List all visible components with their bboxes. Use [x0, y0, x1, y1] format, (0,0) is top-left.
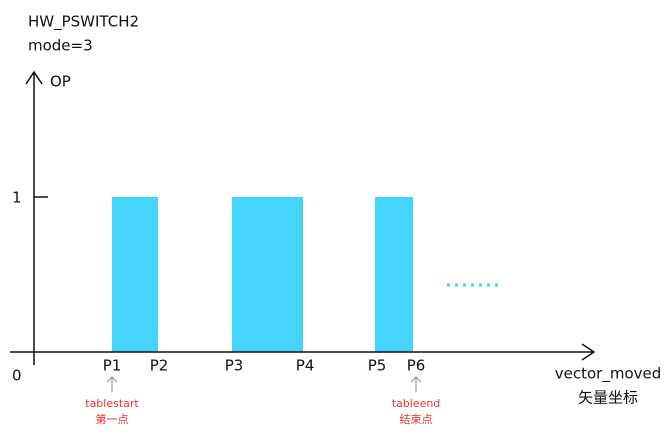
- arrow-head: [106, 376, 118, 383]
- subtitle: mode=3: [28, 37, 93, 55]
- x-label-cn: 矢量坐标: [578, 389, 638, 407]
- pulse: [112, 197, 158, 352]
- point-label: P4: [296, 357, 315, 375]
- x-arrow: [581, 343, 596, 361]
- arrow-head: [410, 376, 422, 383]
- annotation-note: 第一点: [96, 412, 129, 426]
- point-labels: P1 P2 P3 P4 P5 P6: [103, 357, 426, 375]
- point-label: P6: [407, 357, 426, 375]
- title: HW_PSWITCH2: [28, 13, 139, 32]
- annotation-arrows: [106, 376, 422, 392]
- pulse: [232, 197, 303, 352]
- y-arrow: [25, 70, 43, 85]
- annotation-note: 结束点: [400, 413, 433, 426]
- point-label: P1: [103, 357, 122, 375]
- pulse: [375, 197, 413, 352]
- y-label: OP: [50, 73, 71, 91]
- x-label: vector_moved: [555, 365, 662, 384]
- point-label: P2: [150, 357, 169, 375]
- y-high: 1: [12, 189, 22, 207]
- pulses: [112, 197, 413, 352]
- annotation-label: tablestart: [85, 397, 139, 410]
- origin: 0: [12, 367, 22, 385]
- point-label: P3: [225, 357, 244, 375]
- axes: [10, 70, 596, 365]
- annotation-label: tableend: [392, 397, 441, 410]
- point-label: P5: [368, 357, 387, 375]
